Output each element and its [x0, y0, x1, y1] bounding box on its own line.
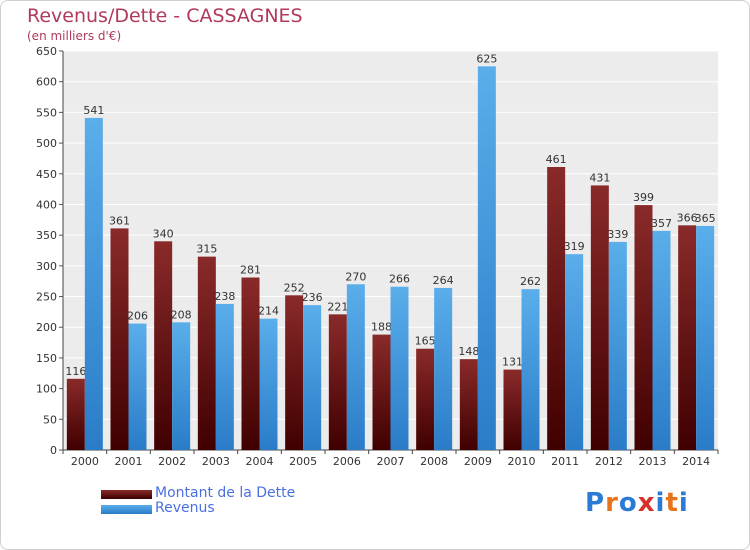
- data-label-revenus: 214: [258, 305, 279, 318]
- bar-dette: [197, 256, 216, 450]
- bar-revenus: [259, 318, 278, 450]
- x-tick-label: 2011: [551, 455, 579, 468]
- bar-revenus: [303, 305, 322, 450]
- bar-dette: [372, 334, 391, 450]
- data-label-dette: 340: [153, 227, 174, 240]
- y-tick-label: 300: [36, 260, 57, 273]
- data-label-revenus: 357: [651, 217, 672, 230]
- x-tick-label: 2006: [333, 455, 361, 468]
- y-tick-label: 450: [36, 168, 57, 181]
- bar-dette: [110, 228, 129, 450]
- data-label-revenus: 270: [345, 270, 366, 283]
- y-tick-label: 400: [36, 198, 57, 211]
- y-tick-label: 350: [36, 229, 57, 242]
- bar-dette: [634, 205, 653, 450]
- data-label-dette: 188: [371, 321, 392, 334]
- data-label-revenus: 319: [564, 240, 585, 253]
- proxiti-logo: Proxiti: [585, 488, 689, 518]
- bar-revenus: [346, 284, 365, 450]
- data-label-revenus: 339: [607, 228, 628, 241]
- legend-swatch-revenus: [101, 505, 152, 514]
- data-label-revenus: 264: [433, 274, 454, 287]
- x-tick-label: 2012: [595, 455, 623, 468]
- bar-revenus: [608, 241, 627, 450]
- bar-revenus: [696, 225, 715, 450]
- x-tick-label: 2001: [115, 455, 143, 468]
- data-label-revenus: 208: [171, 308, 192, 321]
- x-tick-label: 2003: [202, 455, 230, 468]
- y-tick-label: 50: [43, 413, 57, 426]
- data-label-dette: 148: [458, 345, 479, 358]
- data-label-dette: 315: [196, 243, 217, 256]
- bar-revenus: [128, 323, 147, 450]
- x-tick-label: 2004: [246, 455, 274, 468]
- data-label-dette: 361: [109, 214, 130, 227]
- bar-dette: [154, 241, 173, 450]
- x-tick-label: 2008: [420, 455, 448, 468]
- x-tick-label: 2002: [158, 455, 186, 468]
- bar-revenus: [390, 286, 409, 450]
- bar-revenus: [434, 287, 453, 450]
- y-tick-label: 550: [36, 106, 57, 119]
- data-label-dette: 116: [65, 365, 86, 378]
- data-label-revenus: 206: [127, 310, 148, 323]
- y-tick-label: 0: [50, 444, 57, 457]
- x-tick-label: 2005: [289, 455, 317, 468]
- x-tick-label: 2010: [508, 455, 536, 468]
- data-label-dette: 461: [546, 153, 567, 166]
- y-tick-label: 100: [36, 383, 57, 396]
- bar-dette: [590, 185, 609, 450]
- chart-title: Revenus/Dette - CASSAGNES: [27, 5, 303, 27]
- data-label-dette: 131: [502, 356, 523, 369]
- x-tick-label: 2007: [377, 455, 405, 468]
- bar-dette: [285, 295, 304, 450]
- data-label-dette: 399: [633, 191, 654, 204]
- legend-label-dette: Montant de la Dette: [155, 485, 296, 501]
- bar-dette: [241, 277, 260, 450]
- y-tick-label: 200: [36, 321, 57, 334]
- legend-swatch-dette: [101, 490, 152, 499]
- bar-dette: [416, 348, 435, 450]
- bar-dette: [547, 167, 566, 451]
- y-tick-label: 650: [36, 45, 57, 58]
- data-label-revenus: 266: [389, 273, 410, 286]
- y-tick-label: 250: [36, 291, 57, 304]
- bar-revenus: [215, 303, 234, 450]
- x-tick-label: 2009: [464, 455, 492, 468]
- y-tick-label: 500: [36, 137, 57, 150]
- x-tick-label: 2014: [682, 455, 710, 468]
- bar-dette: [328, 314, 347, 450]
- x-tick-label: 2000: [71, 455, 99, 468]
- bar-revenus: [565, 254, 584, 450]
- data-label-dette: 281: [240, 264, 261, 277]
- bar-dette: [66, 378, 85, 450]
- bar-dette: [459, 359, 478, 450]
- data-label-dette: 165: [415, 335, 436, 348]
- bar-revenus: [84, 117, 103, 450]
- data-label-revenus: 365: [695, 212, 716, 225]
- bar-revenus: [172, 322, 191, 450]
- y-tick-label: 600: [36, 76, 57, 89]
- data-label-revenus: 262: [520, 275, 541, 288]
- bar-dette: [678, 225, 697, 450]
- data-label-dette: 366: [677, 211, 698, 224]
- y-tick-label: 150: [36, 352, 57, 365]
- data-label-revenus: 625: [476, 52, 497, 65]
- x-tick-label: 2013: [639, 455, 667, 468]
- bar-revenus: [521, 289, 540, 450]
- data-label-revenus: 541: [83, 104, 104, 117]
- data-label-revenus: 236: [302, 291, 323, 304]
- data-label-dette: 221: [327, 300, 348, 313]
- bar-dette: [503, 369, 522, 450]
- data-label-dette: 431: [589, 171, 610, 184]
- legend-label-revenus: Revenus: [155, 500, 215, 516]
- chart-subtitle: (en milliers d'€): [27, 29, 122, 43]
- bar-revenus: [652, 230, 671, 450]
- data-label-dette: 252: [284, 281, 305, 294]
- data-label-revenus: 238: [214, 290, 235, 303]
- bar-revenus: [477, 66, 496, 450]
